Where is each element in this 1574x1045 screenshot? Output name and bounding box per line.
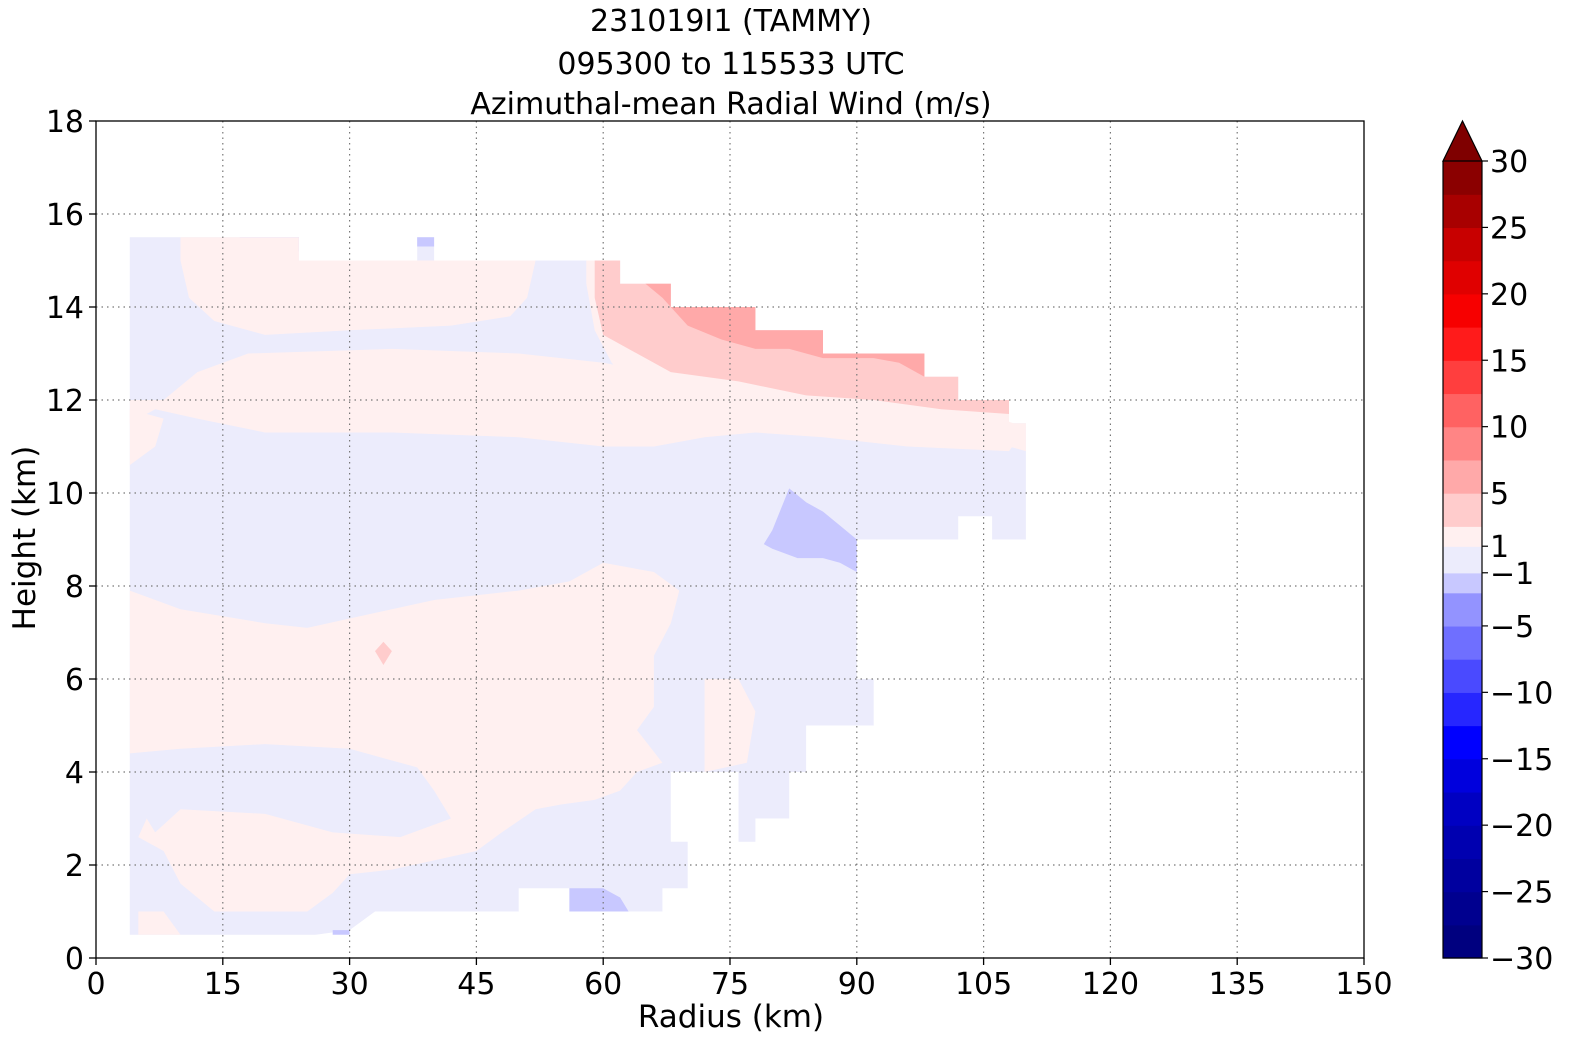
x-tick-label: 45 (457, 967, 495, 1002)
x-tick-label: 60 (584, 967, 622, 1002)
colorbar-tick-label: −20 (1490, 809, 1553, 844)
y-tick-label: 12 (46, 384, 84, 419)
contour-region (332, 930, 350, 935)
colorbar-tick-label: −25 (1490, 876, 1553, 911)
y-tick-label: 0 (65, 942, 84, 977)
colorbar-band (1443, 194, 1482, 229)
colorbar-tick-label: −1 (1490, 557, 1534, 592)
colorbar-band (1443, 725, 1482, 760)
contour-fields (129, 237, 1026, 935)
x-tick-label: 90 (838, 967, 876, 1002)
colorbar-band (1443, 891, 1482, 926)
colorbar-band (1443, 924, 1482, 959)
colorbar-extend-arrow (1442, 119, 1483, 162)
colorbar-tick-label: −5 (1490, 610, 1534, 645)
contour-region (569, 888, 629, 912)
colorbar-band (1443, 592, 1482, 627)
colorbar-tick-label: −15 (1490, 743, 1553, 778)
colorbar-band (1443, 692, 1482, 727)
colorbar-tick-label: −10 (1490, 676, 1553, 711)
y-tick-label: 6 (65, 663, 84, 698)
colorbar-band (1443, 858, 1482, 893)
colorbar-tick-label: 15 (1490, 344, 1528, 379)
colorbar-band (1443, 161, 1482, 195)
contour-region (129, 562, 680, 912)
colorbar-band (1443, 260, 1482, 295)
colorbar-tick-label: 20 (1490, 278, 1528, 313)
colorbar-band (1443, 546, 1482, 574)
y-tick-label: 4 (65, 756, 84, 791)
colorbar-band (1443, 293, 1482, 328)
colorbar-tick-label: 25 (1490, 211, 1528, 246)
colorbar-band (1443, 791, 1482, 826)
y-tick-label: 10 (46, 477, 84, 512)
title-line-1: 231019I1 (TAMMY) (590, 4, 872, 39)
colorbar-tick-label: 30 (1490, 145, 1528, 180)
colorbar-band (1443, 825, 1482, 859)
x-tick-label: 75 (711, 967, 749, 1002)
x-tick-label: 135 (1209, 967, 1266, 1002)
x-tick-label: 30 (331, 967, 369, 1002)
chart-title: 231019I1 (TAMMY) 095300 to 115533 UTC Az… (470, 4, 991, 122)
x-tick-label: 15 (204, 967, 242, 1002)
x-axis-label: Radius (km) (638, 999, 824, 1035)
title-line-3: Azimuthal-mean Radial Wind (m/s) (470, 87, 991, 122)
colorbar-tick-label: −30 (1490, 942, 1553, 977)
contour-region (375, 641, 392, 665)
colorbar-band (1443, 360, 1482, 395)
y-axis-label: Height (km) (7, 446, 43, 631)
title-line-2: 095300 to 115533 UTC (557, 47, 904, 82)
colorbar-tick-label: 10 (1490, 411, 1528, 446)
x-axis-ticks: 0 15 30 45 60 75 90 105 120 135 150 (86, 958, 1393, 1002)
contour-region (704, 679, 756, 772)
contour-region (138, 911, 181, 935)
colorbar-tick-label: 1 (1490, 530, 1509, 565)
colorbar-band (1443, 572, 1482, 594)
contour-region (417, 237, 435, 247)
colorbar-band (1443, 758, 1482, 793)
x-tick-label: 0 (86, 967, 105, 1002)
y-axis-ticks: 0 2 4 6 8 10 12 14 16 18 (46, 105, 96, 977)
colorbar-band (1443, 426, 1482, 461)
colorbar-band (1443, 625, 1482, 660)
y-tick-label: 8 (65, 570, 84, 605)
contour-region (645, 283, 925, 377)
colorbar-outline (1442, 161, 1483, 959)
colorbar-band (1443, 659, 1482, 693)
y-tick-label: 16 (46, 198, 84, 233)
x-tick-label: 105 (955, 967, 1012, 1002)
colorbar-tick-label: 5 (1490, 477, 1509, 512)
x-tick-label: 120 (1082, 967, 1139, 1002)
x-tick-label: 150 (1335, 967, 1392, 1002)
colorbar-band (1443, 393, 1482, 428)
y-tick-label: 14 (46, 291, 84, 326)
colorbar-band (1443, 227, 1482, 262)
contour-region (763, 488, 857, 572)
contour-region (129, 348, 1026, 452)
y-tick-label: 2 (65, 849, 84, 884)
grid-lines (96, 121, 1364, 958)
y-tick-label: 18 (46, 105, 84, 140)
contour-region (129, 409, 164, 466)
colorbar-band (1443, 493, 1482, 527)
colorbar-band (1443, 526, 1482, 547)
colorbar-band (1443, 327, 1482, 361)
colorbar-band (1443, 459, 1482, 494)
